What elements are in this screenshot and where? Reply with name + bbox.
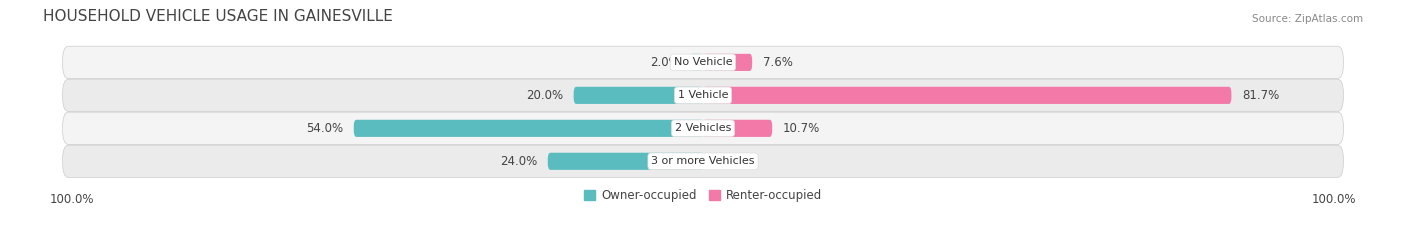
Text: 100.0%: 100.0% xyxy=(49,193,94,206)
FancyBboxPatch shape xyxy=(574,87,703,104)
Text: Source: ZipAtlas.com: Source: ZipAtlas.com xyxy=(1251,14,1362,24)
Text: 100.0%: 100.0% xyxy=(1312,193,1357,206)
Legend: Owner-occupied, Renter-occupied: Owner-occupied, Renter-occupied xyxy=(579,184,827,207)
FancyBboxPatch shape xyxy=(63,112,1343,144)
Text: 7.6%: 7.6% xyxy=(762,56,793,69)
Text: No Vehicle: No Vehicle xyxy=(673,57,733,67)
Text: 20.0%: 20.0% xyxy=(526,89,564,102)
FancyBboxPatch shape xyxy=(354,120,703,137)
Text: 10.7%: 10.7% xyxy=(783,122,820,135)
Text: HOUSEHOLD VEHICLE USAGE IN GAINESVILLE: HOUSEHOLD VEHICLE USAGE IN GAINESVILLE xyxy=(44,9,394,24)
FancyBboxPatch shape xyxy=(63,46,1343,79)
Text: 24.0%: 24.0% xyxy=(501,155,537,168)
FancyBboxPatch shape xyxy=(690,54,703,71)
FancyBboxPatch shape xyxy=(63,145,1343,178)
Text: 3 or more Vehicles: 3 or more Vehicles xyxy=(651,156,755,166)
Text: 1 Vehicle: 1 Vehicle xyxy=(678,90,728,100)
Text: 2.0%: 2.0% xyxy=(650,56,679,69)
Text: 54.0%: 54.0% xyxy=(307,122,343,135)
FancyBboxPatch shape xyxy=(703,87,1232,104)
Text: 2 Vehicles: 2 Vehicles xyxy=(675,123,731,133)
FancyBboxPatch shape xyxy=(703,120,772,137)
Text: 0.0%: 0.0% xyxy=(713,155,742,168)
Text: 81.7%: 81.7% xyxy=(1241,89,1279,102)
FancyBboxPatch shape xyxy=(703,54,752,71)
FancyBboxPatch shape xyxy=(548,153,703,170)
FancyBboxPatch shape xyxy=(63,79,1343,112)
